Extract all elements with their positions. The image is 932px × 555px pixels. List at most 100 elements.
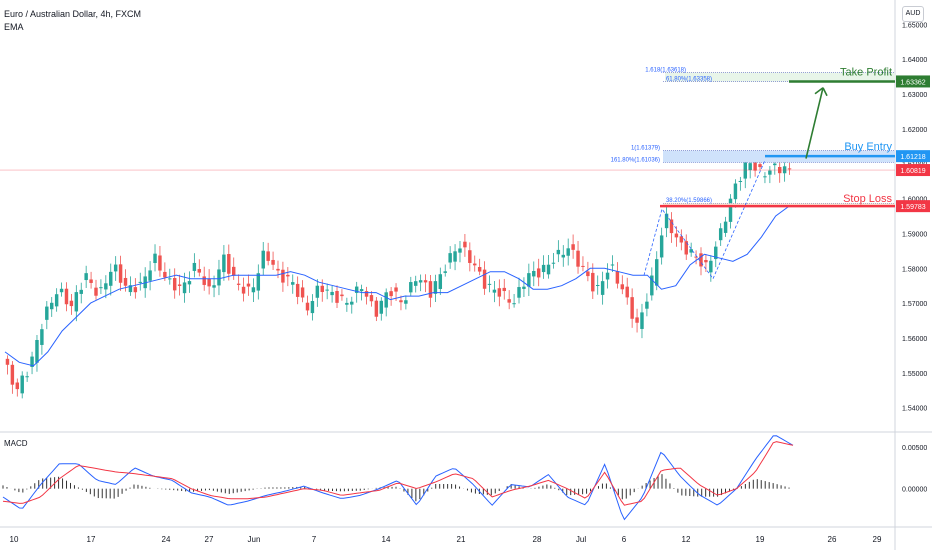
price-tick-label: 1.54000 — [902, 406, 927, 413]
candle-down — [463, 241, 467, 248]
time-tick-label: 21 — [457, 535, 466, 544]
price-tick-label: 1.64000 — [902, 57, 927, 64]
target-arrow — [805, 87, 824, 159]
candle-up — [104, 283, 108, 290]
candle-up — [768, 170, 772, 175]
price-tick-label: 1.59000 — [902, 231, 927, 238]
candle-up — [182, 282, 187, 294]
candle-up — [738, 180, 743, 182]
candle-down — [620, 284, 625, 290]
candle-up — [192, 262, 197, 271]
candle-up — [723, 221, 728, 233]
candle-down — [536, 268, 541, 278]
candle-down — [625, 286, 629, 298]
candle-up — [517, 287, 521, 298]
candle-down — [241, 286, 246, 294]
candle-up — [128, 285, 133, 293]
candle-down — [10, 364, 15, 385]
candle-down — [281, 269, 285, 283]
time-tick-label: 26 — [828, 535, 837, 544]
currency-button[interactable]: AUD — [902, 6, 924, 22]
candle-up — [113, 264, 118, 272]
fib-zone-green — [665, 72, 895, 82]
macd-line — [2, 435, 794, 521]
candle-up — [728, 198, 733, 222]
candle-up — [522, 286, 526, 289]
candle-up — [438, 274, 443, 289]
chart-title: Euro / Australian Dollar, 4h, FXCM — [4, 9, 142, 19]
candle-down — [581, 265, 585, 267]
candle-up — [59, 288, 64, 293]
candle-up — [325, 289, 329, 291]
price-tick-label: 1.57000 — [902, 301, 927, 308]
candle-down — [286, 274, 290, 277]
candle-up — [645, 301, 649, 309]
candle-up — [315, 285, 320, 298]
candle-up — [600, 281, 605, 295]
candle-down — [399, 300, 403, 303]
candle-up — [187, 281, 192, 285]
candle-down — [197, 269, 202, 273]
candle-down — [163, 271, 167, 278]
time-tick-label: 14 — [382, 535, 391, 544]
candle-up — [532, 270, 536, 277]
candle-up — [404, 300, 408, 304]
candle-down — [684, 241, 688, 255]
price-tick-label: 1.63000 — [902, 92, 927, 99]
candle-down — [753, 158, 757, 171]
candle-down — [423, 280, 428, 283]
candle-down — [202, 276, 206, 285]
candle-up — [384, 292, 388, 308]
time-tick-label: 10 — [10, 535, 19, 544]
candle-up — [143, 276, 147, 289]
candle-down — [232, 266, 236, 276]
candle-up — [291, 282, 295, 285]
candle-up — [453, 251, 457, 262]
candle-up — [345, 302, 349, 305]
candle-down — [571, 244, 575, 250]
candle-down — [615, 271, 620, 284]
candle-up — [84, 273, 88, 281]
macd-signal-line — [2, 441, 794, 506]
macd-tick-label: 0.00000 — [902, 487, 927, 494]
ema-line — [4, 205, 791, 367]
macd-tick-label: 0.00500 — [902, 445, 927, 452]
time-tick-label: 6 — [622, 535, 627, 544]
fib-label: 38.20%(1.59866) — [666, 198, 712, 204]
indicator-label: EMA — [4, 22, 24, 32]
price-tick-label: 1.60000 — [902, 197, 927, 204]
candle-down — [576, 250, 580, 267]
candle-up — [99, 287, 103, 289]
fib-label: 61.80%(1.63358) — [666, 77, 712, 83]
candle-up — [733, 183, 738, 200]
candle-up — [251, 287, 256, 293]
price-tick-label: 1.62000 — [902, 127, 927, 134]
candle-up — [109, 271, 113, 286]
candle-down — [89, 279, 93, 283]
candle-down — [502, 287, 506, 292]
candle-up — [689, 249, 693, 253]
candle-up — [650, 275, 654, 296]
candle-down — [497, 288, 502, 297]
candle-down — [477, 267, 482, 272]
candle-up — [79, 289, 83, 294]
candle-up — [551, 262, 556, 264]
candle-up — [354, 286, 359, 293]
candle-down — [276, 268, 280, 271]
candle-up — [718, 228, 723, 241]
candle-up — [448, 253, 452, 263]
candle-up — [35, 339, 39, 363]
candle-down — [158, 255, 162, 271]
candle-up — [54, 294, 59, 307]
candle-up — [418, 280, 423, 283]
candle-up — [413, 281, 418, 286]
candle-down — [207, 278, 211, 287]
candle-down — [374, 300, 379, 317]
candle-up — [561, 254, 565, 258]
candle-down — [295, 283, 300, 297]
candle-up — [546, 264, 551, 275]
candle-down — [305, 302, 310, 311]
candle-down — [679, 236, 684, 243]
trade-level-label: Take Profit — [840, 66, 892, 78]
